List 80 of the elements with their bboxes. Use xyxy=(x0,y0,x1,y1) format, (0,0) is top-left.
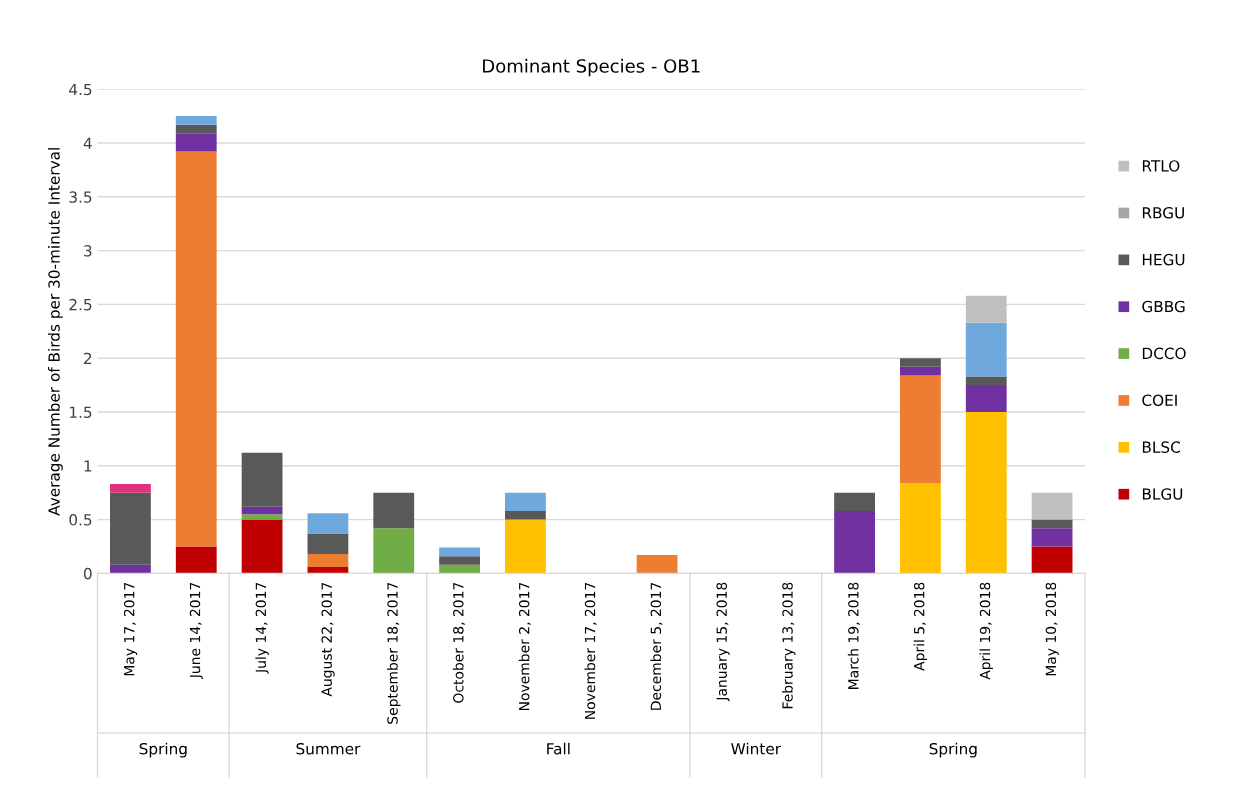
bar xyxy=(1031,528,1073,547)
bar xyxy=(505,492,546,511)
y-axis-title: Average Number of Birds per 30-minute Interval xyxy=(48,148,63,516)
bar xyxy=(439,547,480,557)
legend-label: RTLO xyxy=(1142,160,1180,172)
bar xyxy=(505,510,546,520)
y-tick-label: 0 xyxy=(83,567,92,580)
y-tick-label: 2 xyxy=(84,352,92,364)
x-tick-label: November 17, 2017 xyxy=(584,582,597,719)
text: Summer xyxy=(296,742,361,755)
x-tick-label: May 17, 2017 xyxy=(123,582,138,676)
y-tick-label: 1 xyxy=(84,460,92,472)
text: Fall xyxy=(547,742,570,755)
y-tick-label: 1.5 xyxy=(70,406,92,419)
bar xyxy=(834,492,875,511)
text: Spring xyxy=(139,742,187,758)
bar xyxy=(110,492,151,565)
bar xyxy=(175,116,217,125)
y-tick-label: 4 xyxy=(83,137,92,149)
chart-title: Dominant Species - OB1 xyxy=(483,58,700,77)
text: Winter xyxy=(731,742,782,755)
bar xyxy=(965,322,1007,377)
bar xyxy=(175,546,217,574)
bar xyxy=(307,513,349,534)
bar xyxy=(175,151,217,547)
bar xyxy=(1031,492,1073,520)
x-tick-label: June 14, 2017 xyxy=(189,582,203,679)
bar xyxy=(307,554,349,567)
bar xyxy=(439,564,480,574)
bar xyxy=(900,375,941,483)
y-tick-label: 2.5 xyxy=(69,298,92,311)
legend-label: BLGU xyxy=(1142,488,1183,500)
bar xyxy=(1031,519,1073,529)
bar xyxy=(834,510,875,574)
bar xyxy=(965,376,1007,386)
x-tick-label: January 15, 2018 xyxy=(716,582,730,702)
x-tick-label: May 10, 2018 xyxy=(1045,582,1059,676)
y-tick-label: 3.5 xyxy=(69,191,92,203)
text: Spring xyxy=(929,742,977,758)
bar xyxy=(175,124,217,134)
x-tick-label: March 19, 2018 xyxy=(847,582,861,689)
bar xyxy=(307,566,349,574)
bar xyxy=(241,452,283,507)
x-tick-label: April 5, 2018 xyxy=(913,582,928,671)
bar xyxy=(505,519,546,574)
legend-label: GBBG xyxy=(1142,300,1185,313)
bar xyxy=(900,366,941,376)
bar xyxy=(307,533,349,555)
legend-label: RBGU xyxy=(1142,207,1184,219)
x-tick-label: November 2, 2017 xyxy=(518,582,531,711)
x-tick-label: December 5, 2017 xyxy=(650,582,663,710)
y-tick-label: 0.5 xyxy=(69,514,92,526)
bar xyxy=(965,411,1007,574)
bar xyxy=(241,514,283,520)
bar xyxy=(900,358,941,367)
bar xyxy=(965,385,1007,412)
legend-label: BLSC xyxy=(1142,441,1180,453)
x-tick-label: August 22, 2017 xyxy=(321,582,335,697)
x-tick-label: July 14, 2017 xyxy=(255,582,269,674)
y-tick-label: 4.5 xyxy=(69,83,92,96)
bar xyxy=(373,528,415,574)
bar xyxy=(636,555,678,574)
bar xyxy=(110,484,151,493)
x-tick-label: February 13, 2018 xyxy=(782,582,796,709)
bar xyxy=(439,556,480,565)
bar xyxy=(900,483,941,574)
legend-label: COEI xyxy=(1142,394,1177,407)
legend-label: DCCO xyxy=(1142,347,1186,360)
y-tick-label: 3 xyxy=(84,245,92,257)
bar xyxy=(1031,546,1073,574)
x-tick-label: September 18, 2017 xyxy=(387,582,401,724)
x-tick-label: April 19, 2018 xyxy=(979,582,993,680)
x-tick-label: October 18, 2017 xyxy=(452,582,466,703)
bar xyxy=(241,506,283,515)
bar xyxy=(965,295,1007,323)
bar xyxy=(373,492,415,529)
bar xyxy=(175,133,217,152)
bar xyxy=(241,519,283,574)
legend-label: HEGU xyxy=(1142,253,1185,266)
bar xyxy=(110,564,151,574)
